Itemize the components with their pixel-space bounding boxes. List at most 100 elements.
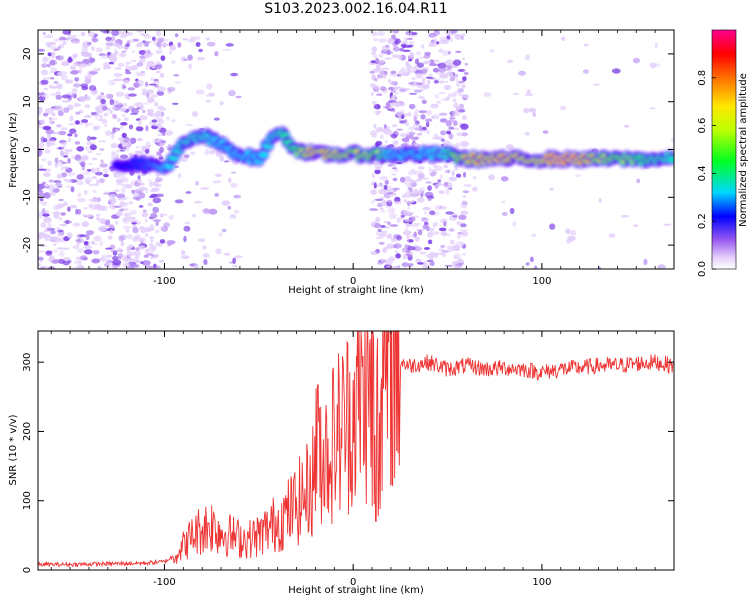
spectrogram-noise-blob [63,178,69,181]
spectrogram-noise-blob [524,131,530,136]
spectrogram-noise-blob [144,232,149,238]
spectrogram-noise-blob [380,49,388,55]
spectrogram-noise-blob [423,54,431,59]
spectrogram-noise-blob [419,251,427,255]
spectrogram-noise-blob [53,180,62,184]
spectrogram-noise-blob [395,162,403,165]
spectrogram-noise-blob [489,48,496,53]
spectrogram-noise-blob [370,60,377,64]
spectrogram-noise-blob [137,74,147,77]
spectrogram-noise-blob [442,50,449,57]
spectrogram-noise-blob [41,69,48,76]
spectrogram-noise-blob [74,77,80,82]
spectrogram-noise-blob [111,153,120,160]
spectrogram-noise-blob [131,189,136,194]
spectrogram-noise-blob [127,216,136,220]
spectrogram-noise-blob [85,214,93,218]
spectrogram-noise-blob [458,80,465,84]
spectrogram-noise-blob [145,265,155,269]
spectrogram-noise-blob [438,48,444,53]
spectrogram-noise-blob [103,173,109,178]
spectrogram-noise-blob [76,180,84,186]
spectrogram-noise-blob [138,205,144,208]
spectrogram-noise-blob [437,62,447,69]
spectrogram-noise-blob [387,38,392,44]
spectrogram-noise-blob [533,265,538,269]
spectrogram-noise-blob [50,188,54,195]
spectrogram-noise-blob [134,250,141,257]
spectrogram-noise-blob [460,123,469,130]
spectrogram-noise-blob [379,210,387,213]
spectrogram-noise-blob [42,31,46,36]
spectrogram-noise-blob [102,168,109,174]
spectrogram-noise-blob [228,177,232,184]
spectrogram-noise-blob [83,207,88,210]
spectrogram-noise-blob [406,113,411,116]
spectrogram-noise-blob [65,79,74,84]
spectrogram-noise-blob [380,234,387,237]
spectrogram-noise-blob [173,74,180,77]
spectrogram-noise-blob [156,41,162,48]
spectrogram-noise-blob [95,171,103,176]
spectrogram-noise-blob [158,226,165,230]
spectrogram-noise-blob [379,86,387,91]
spectrogram-noise-blob [63,107,70,113]
spectrogram-noise-blob [518,70,526,76]
spectrogram-noise-blob [434,94,440,99]
spectrogram-noise-blob [204,148,210,156]
spectrogram-noise-blob [598,198,602,203]
spectrogram-noise-blob [121,187,126,194]
spectrogram-noise-blob [108,79,116,86]
spectrogram-noise-blob [84,145,90,151]
spectrogram-noise-blob [438,227,447,232]
spectrogram-noise-blob [38,168,47,171]
spectrogram-noise-blob [86,142,95,146]
spectrogram-noise-blob [76,241,80,246]
spectrogram-noise-blob [40,79,49,85]
spectrogram-noise-blob [95,47,103,53]
spectrogram-noise-blob [124,197,129,200]
spectrogram-noise-blob [59,223,68,227]
spectrogram-noise-blob [401,40,408,46]
spectrogram-noise-blob [77,248,85,253]
colorbar-tick-label: 0.4 [697,165,708,181]
spectrogram-noise-blob [148,256,156,260]
spectrogram-noise-blob [417,230,423,236]
spectrogram-noise-blob [375,140,383,146]
spectrogram-noise-blob [370,52,377,55]
spectrogram-noise-blob [103,112,109,117]
spectrogram-noise-blob [99,163,109,168]
spectrogram-noise-blob [200,187,210,190]
spectrogram-noise-blob [44,107,54,114]
spectrogram-noise-blob [61,100,71,103]
spectrogram-noise-blob [38,192,44,197]
spectrogram-noise-blob [187,54,193,61]
spectrogram-noise-blob [532,112,536,117]
x-tick-label: -100 [153,276,176,287]
spectrogram-noise-blob [146,108,154,114]
spectrogram-noise-blob [455,173,462,178]
x-tick-label: 0 [350,577,356,588]
spectrogram-noise-blob [183,225,191,232]
snr-y-axis-label: SNR (10 * v/v) [8,414,19,485]
spectrogram-noise-blob [439,80,445,84]
spectrogram-noise-blob [528,107,537,113]
spectrogram-noise-blob [120,147,127,150]
spectrogram-noise-blob [443,84,452,91]
spectrogram-noise-blob [142,209,147,213]
spectrogram-noise-blob [391,124,398,128]
spectrogram-noise-blob [391,34,396,40]
spectrogram-noise-blob [374,77,379,82]
spectrogram-noise-blob [100,30,109,33]
spectrogram-noise-blob [410,222,419,228]
spectrogram-noise-blob [235,95,242,99]
spectrogram-noise-blob [402,43,407,48]
spectrogram-noise-blob [632,57,641,64]
spectrogram-noise-blob [413,116,417,122]
spectrogram-noise-blob [168,214,174,221]
spectrogram-noise-blob [452,98,457,103]
spectrogram-noise-blob [63,151,69,155]
spectrogram-noise-blob [86,162,94,165]
spectrogram-noise-blob [221,200,231,206]
spectrogram-noise-blob [96,179,101,184]
